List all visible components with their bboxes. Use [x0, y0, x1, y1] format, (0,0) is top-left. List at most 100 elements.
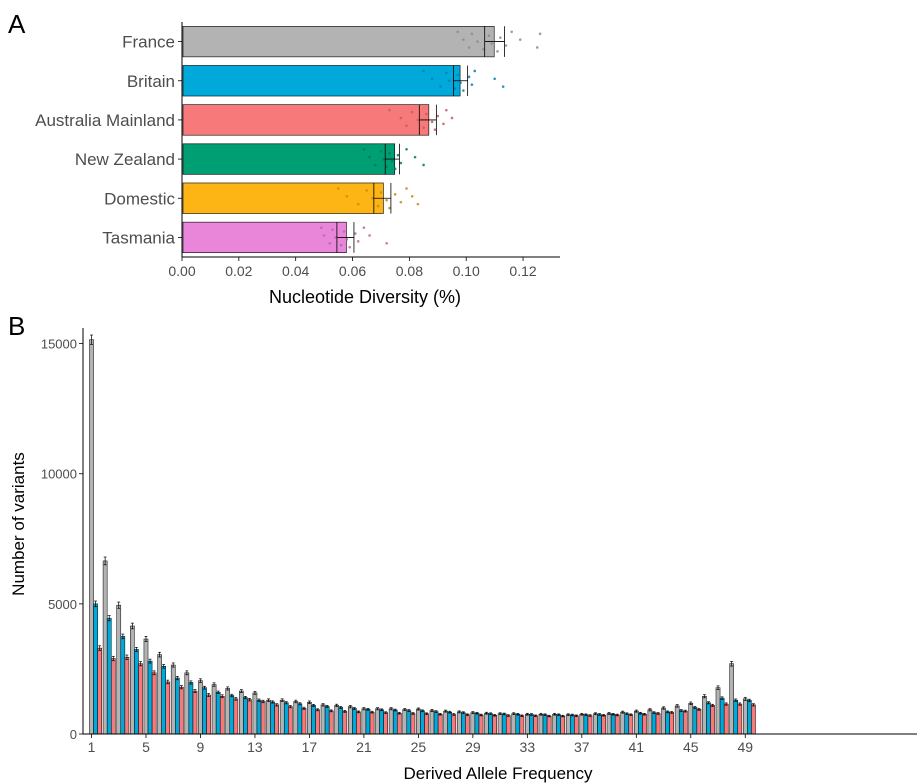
x-tick-label-2: 0.04: [282, 263, 309, 279]
x-tick-label-8: 33: [520, 739, 536, 755]
x-tick-label-3: 13: [247, 739, 263, 755]
point-britain: [467, 75, 471, 79]
bar-france-28: [456, 711, 462, 735]
bar-britain-25: [420, 710, 425, 735]
panel-b-x-axis-title: Derived Allele Frequency: [404, 764, 593, 783]
point-new-zealand: [373, 163, 377, 167]
bar-france-9: [198, 680, 203, 735]
bar-britain-37: [583, 714, 589, 735]
point-tasmania: [354, 232, 357, 235]
bar-britain-15: [283, 702, 289, 735]
x-tick-label-6: 0.12: [509, 263, 536, 279]
bar-australia-mainland-32: [519, 715, 525, 735]
panel-a-y-ticks: France Britain Australia Mainland New Zeala…: [35, 33, 182, 247]
bar-france-16: [293, 701, 299, 735]
x-tick-label-5: 21: [356, 739, 372, 755]
point-domestic: [385, 198, 388, 202]
x-tick-label-7: 29: [465, 739, 481, 755]
y-tick-label-3: 15000: [41, 337, 77, 352]
point-australia-mainland: [450, 116, 454, 120]
bar-australia-mainland-1: [97, 647, 102, 735]
bar-australia-mainland-34: [546, 715, 552, 735]
bar-france-4: [130, 625, 135, 735]
bar-australia-mainland-23: [397, 712, 402, 735]
point-britain: [462, 89, 465, 92]
point-france: [518, 38, 522, 41]
point-domestic: [405, 187, 408, 190]
point-britain: [453, 87, 457, 90]
panel-a-x-ticks: 0.00 0.02 0.04 0.06 0.08 0.10 0.12: [168, 257, 537, 279]
bar-france-14: [266, 699, 271, 735]
bar-britain-46: [706, 702, 711, 735]
point-australia-mainland: [388, 108, 391, 112]
point-australia-mainland: [416, 118, 420, 122]
bar-britain-49: [747, 700, 752, 735]
point-tasmania: [331, 228, 334, 231]
bar-france-21: [361, 708, 367, 735]
bar-australia-mainland-10: [219, 696, 225, 735]
point-domestic: [388, 206, 391, 210]
bar-france-43: [661, 707, 666, 735]
bar-britain-8: [188, 682, 194, 735]
bar-britain-9: [202, 687, 207, 735]
panel-b-bars: [89, 339, 756, 735]
bar-australia-mainland-27: [451, 714, 457, 735]
point-france: [496, 50, 499, 53]
point-new-zealand: [379, 149, 383, 153]
panel-a-error-bars: [336, 26, 505, 253]
bar-britain-26: [433, 711, 439, 735]
bar-australia-mainland-4: [138, 663, 143, 735]
x-tick-label-1: 0.02: [225, 263, 252, 279]
bar-britain-43: [665, 711, 670, 735]
bar-france-47: [715, 687, 721, 735]
bar-france-24: [402, 709, 408, 735]
bar-australia-mainland-42: [655, 713, 661, 735]
bar-australia-mainland-48: [737, 703, 743, 735]
point-australia-mainland: [433, 128, 437, 131]
bar-france-31: [497, 713, 503, 735]
y-tick-label-1: 5000: [48, 597, 77, 612]
panel-a-bars: [182, 26, 495, 253]
bar-france-49: [742, 698, 748, 735]
panel-b-y-ticks: 0 5000 10000 15000: [41, 337, 83, 742]
bar-britain-5: [147, 660, 153, 735]
bar-france-17: [307, 701, 312, 735]
bar-britain-44: [678, 710, 684, 735]
point-australia-mainland: [436, 114, 440, 118]
point-domestic: [379, 191, 383, 194]
point-britain: [430, 77, 434, 81]
point-australia-mainland: [422, 126, 425, 130]
bar-britain-33: [529, 714, 534, 735]
bar-france-15: [279, 699, 285, 735]
bar-france-10: [211, 684, 217, 735]
point-tasmania: [322, 234, 326, 237]
bar-australia-mainland-41: [642, 713, 647, 735]
bar-france-2: [102, 560, 108, 735]
bar-australia-mainland-40: [628, 714, 634, 735]
bar-britain-32: [515, 713, 521, 735]
bar-britain-12: [243, 697, 248, 735]
bar-france: [182, 26, 495, 58]
bar-britain-20: [352, 708, 357, 735]
panel-b-y-axis-title: Number of variants: [9, 452, 28, 596]
point-france: [467, 46, 471, 49]
point-australia-mainland: [430, 120, 434, 124]
point-tasmania: [328, 241, 332, 245]
bar-france-42: [647, 709, 653, 735]
bar-australia-mainland-12: [247, 699, 252, 735]
point-australia-mainland: [442, 122, 445, 126]
bar-britain-45: [692, 707, 698, 735]
point-domestic: [365, 189, 369, 192]
point-new-zealand: [399, 161, 403, 165]
bar-australia-mainland: [182, 104, 430, 136]
panel-b: B 0 5000 10000 15000 1 5 9 13 17 21 25 29 33 37 41 45 4…: [8, 311, 917, 783]
point-australia-mainland: [399, 116, 403, 120]
bar-australia-mainland-28: [465, 714, 470, 735]
bar-australia-mainland-22: [383, 712, 388, 735]
bar-australia-mainland-36: [574, 715, 579, 735]
bar-france-46: [702, 696, 707, 735]
bar-britain-36: [569, 714, 575, 735]
bar-france-22: [375, 708, 380, 735]
y-tick-label-australia-mainland: Australia Mainland: [35, 111, 175, 130]
bar-britain-2: [106, 617, 112, 735]
